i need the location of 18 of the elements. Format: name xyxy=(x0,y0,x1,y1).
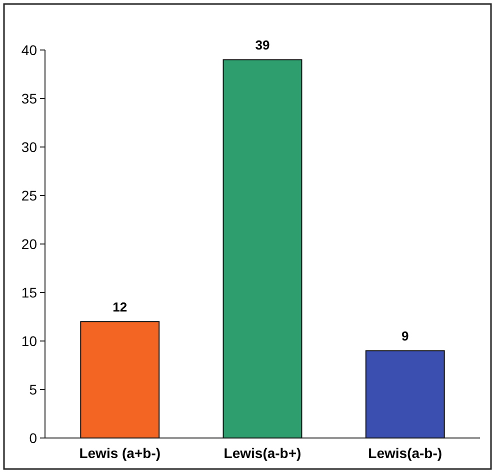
bar xyxy=(365,350,445,438)
y-tick-label: 10 xyxy=(21,332,38,349)
y-tick-label: 30 xyxy=(21,138,38,155)
x-tick-label: Lewis(a-b+) xyxy=(224,445,302,461)
bar xyxy=(80,321,160,438)
data-label: 9 xyxy=(402,328,409,344)
x-tick-label: Lewis (a+b-) xyxy=(79,445,161,461)
y-tick-label: 25 xyxy=(21,187,38,204)
y-tick-label: 20 xyxy=(21,236,38,252)
y-tick-label: 35 xyxy=(21,90,38,106)
y-tick-label: 15 xyxy=(21,284,38,300)
data-label: 12 xyxy=(112,300,128,315)
bar xyxy=(222,59,302,438)
y-tick-label: 5 xyxy=(29,381,38,398)
data-label: 39 xyxy=(255,38,270,53)
x-tick-label: Lewis(a-b-) xyxy=(368,445,442,461)
y-tick-label: 40 xyxy=(21,42,38,58)
y-tick-label: 0 xyxy=(29,430,38,446)
